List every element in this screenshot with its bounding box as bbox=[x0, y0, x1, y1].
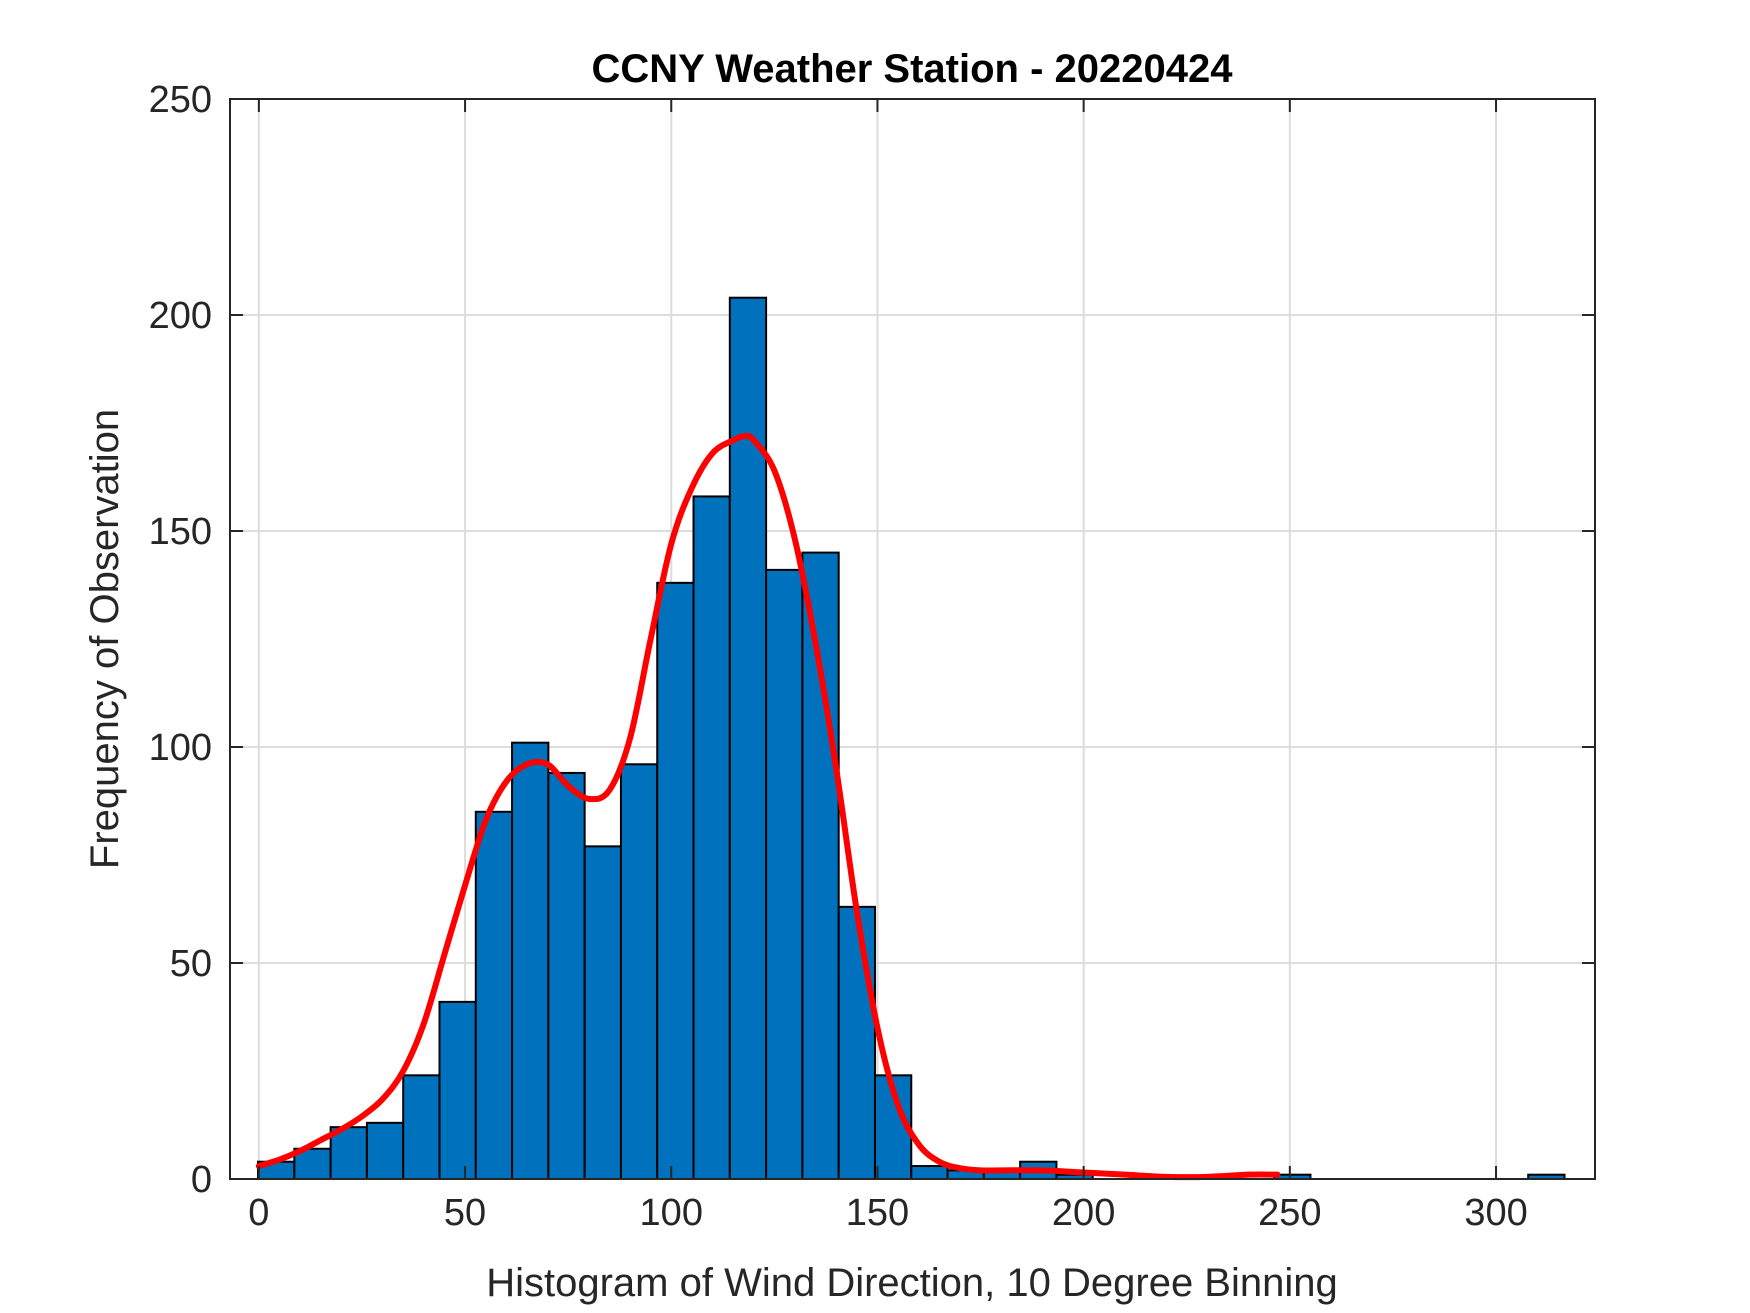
histogram-bar bbox=[801, 551, 840, 1180]
y-tick-label: 150 bbox=[149, 511, 212, 553]
plot-frame bbox=[229, 98, 1596, 1180]
y-tick-label: 100 bbox=[149, 727, 212, 769]
y-tick-label: 250 bbox=[149, 79, 212, 121]
y-tick-label: 200 bbox=[149, 295, 212, 337]
x-tick-label: 0 bbox=[248, 1192, 269, 1234]
x-tick-label: 150 bbox=[846, 1192, 909, 1234]
histogram-bar bbox=[692, 495, 731, 1180]
y-tick-label: 50 bbox=[170, 943, 212, 985]
histogram-bar bbox=[511, 741, 550, 1180]
histogram-bar bbox=[765, 568, 804, 1180]
histogram-bar bbox=[329, 1126, 368, 1181]
y-tick-label: 0 bbox=[191, 1159, 212, 1201]
histogram-bar bbox=[910, 1165, 949, 1181]
histogram-bar bbox=[365, 1121, 405, 1180]
histogram-bar bbox=[583, 845, 622, 1180]
histogram-bar bbox=[656, 581, 695, 1180]
x-axis-label: Histogram of Wind Direction, 10 Degree B… bbox=[486, 1261, 1338, 1305]
chart-title: CCNY Weather Station - 20220424 bbox=[592, 47, 1234, 91]
tick-labels: 0 50 100 150 200 250 300 0 50 100 150 200 250 bbox=[149, 79, 1528, 1234]
y-axis-label: Frequency of Observation bbox=[83, 409, 127, 869]
histogram-bars bbox=[257, 296, 1566, 1181]
histogram-bar bbox=[619, 763, 659, 1181]
histogram-bar bbox=[837, 905, 876, 1181]
x-tick-label: 200 bbox=[1052, 1192, 1115, 1234]
density-curve bbox=[255, 432, 1281, 1181]
x-tick-label: 50 bbox=[444, 1192, 486, 1234]
histogram-bar bbox=[547, 771, 586, 1180]
plot-area bbox=[230, 99, 1595, 1179]
histogram-bar bbox=[402, 1074, 441, 1180]
x-tick-label: 100 bbox=[640, 1192, 703, 1234]
histogram-bar bbox=[728, 296, 768, 1181]
x-tick-label: 250 bbox=[1258, 1192, 1321, 1234]
x-tick-label: 300 bbox=[1464, 1192, 1527, 1234]
histogram-bar bbox=[438, 1000, 477, 1180]
histogram-bar bbox=[474, 810, 514, 1180]
